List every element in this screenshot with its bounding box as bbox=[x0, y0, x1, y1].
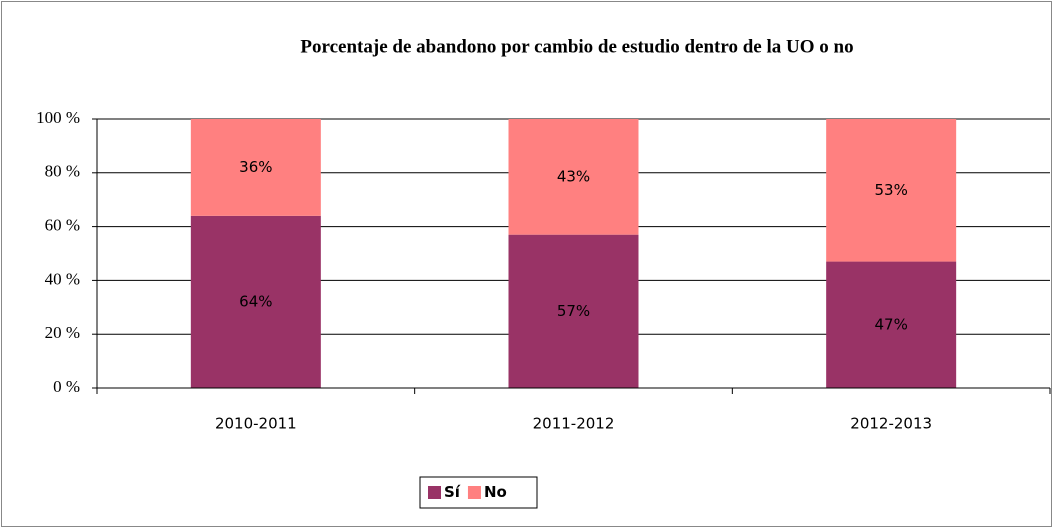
data-label: 57% bbox=[557, 302, 590, 320]
y-tick-label: 40 % bbox=[45, 269, 80, 288]
data-label: 64% bbox=[239, 292, 272, 310]
x-tick-label: 2012-2013 bbox=[850, 415, 932, 433]
bar-segment bbox=[826, 119, 957, 262]
chart-title: Porcentaje de abandono por cambio de est… bbox=[300, 36, 853, 57]
x-tick-label: 2011-2012 bbox=[533, 415, 615, 433]
bar-segment bbox=[826, 261, 957, 388]
bar-segment bbox=[508, 119, 639, 235]
data-label: 47% bbox=[874, 315, 907, 333]
bar-segment bbox=[190, 215, 321, 388]
y-tick-label: 60 % bbox=[45, 216, 80, 235]
data-label: 53% bbox=[874, 181, 907, 199]
data-label: 36% bbox=[239, 158, 272, 176]
legend-label: No bbox=[484, 483, 507, 501]
y-tick-label: 0 % bbox=[53, 377, 80, 396]
y-tick-label: 20 % bbox=[45, 323, 80, 342]
bar-segment bbox=[508, 234, 639, 388]
legend-swatch bbox=[428, 486, 441, 499]
legend-label: Sí bbox=[444, 483, 461, 501]
x-tick-label: 2010-2011 bbox=[215, 415, 297, 433]
legend-swatch bbox=[467, 486, 481, 499]
y-tick-label: 100 % bbox=[36, 108, 80, 127]
y-tick-label: 80 % bbox=[45, 162, 80, 181]
bar-segment bbox=[190, 119, 321, 216]
data-label: 43% bbox=[557, 167, 590, 185]
